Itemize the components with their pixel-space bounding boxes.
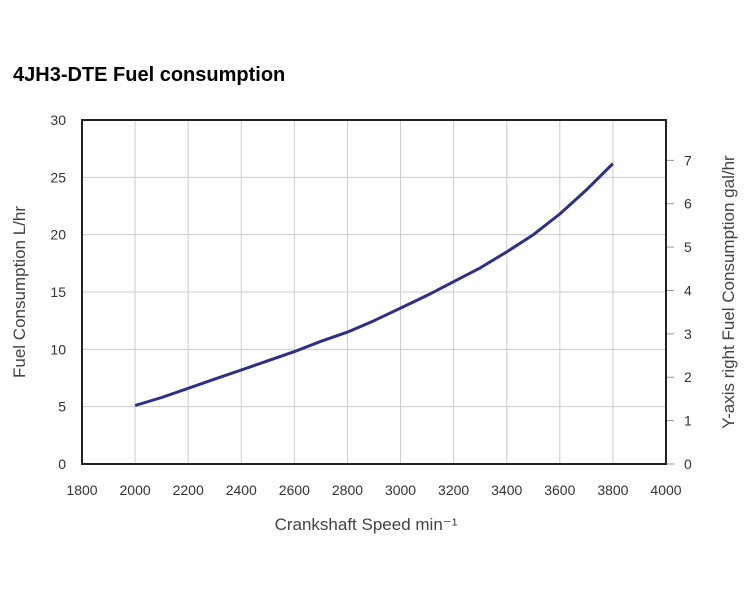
- y-tick-label: 15: [50, 284, 66, 300]
- x-tick-label: 3600: [544, 482, 575, 498]
- grid: [81, 119, 667, 465]
- y2-tick-label: 0: [684, 456, 692, 472]
- y2-tick-label: 3: [684, 326, 692, 342]
- x-tick-label: 4000: [650, 482, 681, 498]
- chart-title: 4JH3-DTE Fuel consumption: [13, 64, 286, 86]
- y2-tick-label: 6: [684, 196, 692, 212]
- x-tick-label: 2800: [332, 482, 363, 498]
- x-tick-label: 3200: [438, 482, 469, 498]
- ticks: 1800 2000 2200 2400 2600 2800 3000 3200 3400 3600…: [50, 112, 692, 498]
- x-tick-label: 3000: [385, 482, 416, 498]
- y-tick-label: 10: [50, 341, 66, 357]
- y-axis-label: Fuel Consumption L/hr: [10, 206, 29, 378]
- x-tick-label: 2400: [226, 482, 257, 498]
- y-tick-label: 20: [50, 227, 66, 243]
- x-tick-label: 3400: [491, 482, 522, 498]
- x-tick-label: 2200: [173, 482, 204, 498]
- x-tick-label: 2000: [120, 482, 151, 498]
- plot-frame: [81, 119, 667, 465]
- series-line: [134, 162, 614, 407]
- x-tick-label: 1800: [66, 482, 97, 498]
- y2-axis-label: Y-axis right Fuel Consumption gal/hr: [719, 155, 738, 429]
- y-tick-label: 0: [58, 456, 66, 472]
- y-tick-label: 25: [50, 169, 66, 185]
- x-tick-label: 3800: [597, 482, 628, 498]
- y2-tick-label: 7: [684, 152, 692, 168]
- x-tick-label: 2600: [279, 482, 310, 498]
- x-axis-label: Crankshaft Speed min⁻¹: [275, 515, 458, 534]
- y2-tick-label: 2: [684, 369, 692, 385]
- y-tick-label: 30: [50, 112, 66, 128]
- y-tick-label: 5: [58, 399, 66, 415]
- y2-tick-label: 4: [684, 282, 692, 298]
- y2-tick-label: 5: [684, 239, 692, 255]
- y2-tick-label: 1: [684, 413, 692, 429]
